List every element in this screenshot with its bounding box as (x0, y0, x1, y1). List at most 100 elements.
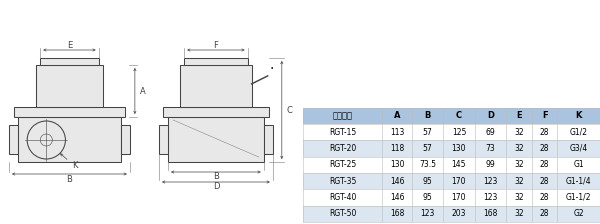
Bar (557, 189, 600, 206)
Text: 32: 32 (514, 127, 524, 137)
Text: 95: 95 (422, 193, 433, 202)
Text: ·: · (269, 62, 274, 76)
Bar (506, 157, 532, 173)
Text: 146: 146 (390, 177, 404, 186)
Text: 32: 32 (514, 177, 524, 186)
Text: A: A (140, 86, 146, 95)
Bar (506, 206, 532, 222)
Text: RGT-50: RGT-50 (329, 209, 356, 218)
Text: 118: 118 (390, 144, 404, 153)
Text: K: K (575, 111, 582, 120)
Bar (443, 140, 475, 157)
Text: D: D (212, 181, 219, 190)
Text: E: E (67, 41, 72, 50)
Bar (443, 173, 475, 189)
Text: 203: 203 (452, 209, 466, 218)
Bar (443, 108, 475, 124)
Text: 130: 130 (390, 160, 404, 169)
Text: G1-1/2: G1-1/2 (566, 193, 592, 202)
Text: 125: 125 (452, 127, 466, 137)
Bar (532, 173, 557, 189)
Text: 168: 168 (483, 209, 497, 218)
Bar (506, 108, 532, 124)
Bar (263, 125, 273, 154)
Text: G3/4: G3/4 (569, 144, 587, 153)
Bar (40, 58, 98, 65)
Bar (557, 173, 600, 189)
Text: 69: 69 (485, 127, 495, 137)
Text: 57: 57 (422, 144, 433, 153)
Bar (475, 108, 506, 124)
Text: G1-1/4: G1-1/4 (566, 177, 592, 186)
Text: A: A (394, 111, 400, 120)
Bar (121, 125, 130, 154)
Bar (443, 124, 475, 140)
Bar (168, 117, 263, 162)
Text: 28: 28 (540, 177, 550, 186)
Text: RGT-35: RGT-35 (329, 177, 356, 186)
Text: F: F (542, 111, 548, 120)
Bar (36, 65, 103, 107)
Bar (382, 189, 412, 206)
Text: 95: 95 (422, 177, 433, 186)
Text: 168: 168 (390, 209, 404, 218)
Bar (159, 125, 168, 154)
Bar (506, 140, 532, 157)
Bar (180, 65, 251, 107)
Bar (506, 189, 532, 206)
Bar (9, 125, 18, 154)
Text: 28: 28 (540, 209, 550, 218)
Bar (303, 108, 382, 124)
Bar (303, 124, 382, 140)
Bar (303, 206, 382, 222)
Bar (557, 157, 600, 173)
Text: 57: 57 (422, 127, 433, 137)
Text: G1: G1 (573, 160, 584, 169)
Text: 113: 113 (390, 127, 404, 137)
Text: B: B (424, 111, 431, 120)
Text: C: C (287, 106, 293, 114)
Bar (557, 124, 600, 140)
Bar (443, 157, 475, 173)
Text: B: B (67, 174, 73, 183)
Bar (557, 206, 600, 222)
Text: K: K (61, 154, 77, 170)
Text: 170: 170 (452, 177, 466, 186)
Bar (412, 206, 443, 222)
Bar (163, 107, 269, 117)
Text: 32: 32 (514, 193, 524, 202)
Bar (506, 173, 532, 189)
Text: G2: G2 (573, 209, 584, 218)
Bar (382, 124, 412, 140)
Bar (412, 140, 443, 157)
Text: 32: 32 (514, 209, 524, 218)
Bar (475, 140, 506, 157)
Bar (557, 140, 600, 157)
Text: 28: 28 (540, 193, 550, 202)
Bar (475, 206, 506, 222)
Text: RGT-40: RGT-40 (329, 193, 356, 202)
Text: 145: 145 (452, 160, 466, 169)
Bar (532, 157, 557, 173)
Text: 146: 146 (390, 193, 404, 202)
Text: E: E (517, 111, 522, 120)
Bar (475, 124, 506, 140)
Text: D: D (487, 111, 494, 120)
Text: RGT-20: RGT-20 (329, 144, 356, 153)
Text: 123: 123 (483, 177, 497, 186)
Text: RGT-25: RGT-25 (329, 160, 356, 169)
Text: F: F (214, 41, 218, 50)
Text: 32: 32 (514, 144, 524, 153)
Bar (184, 58, 248, 65)
Bar (532, 108, 557, 124)
Bar (443, 189, 475, 206)
Bar (303, 189, 382, 206)
Text: 产品型号: 产品型号 (332, 111, 353, 120)
Bar (14, 107, 125, 117)
Bar (532, 189, 557, 206)
Bar (303, 157, 382, 173)
Bar (382, 140, 412, 157)
Bar (382, 157, 412, 173)
Bar (475, 173, 506, 189)
Bar (412, 124, 443, 140)
